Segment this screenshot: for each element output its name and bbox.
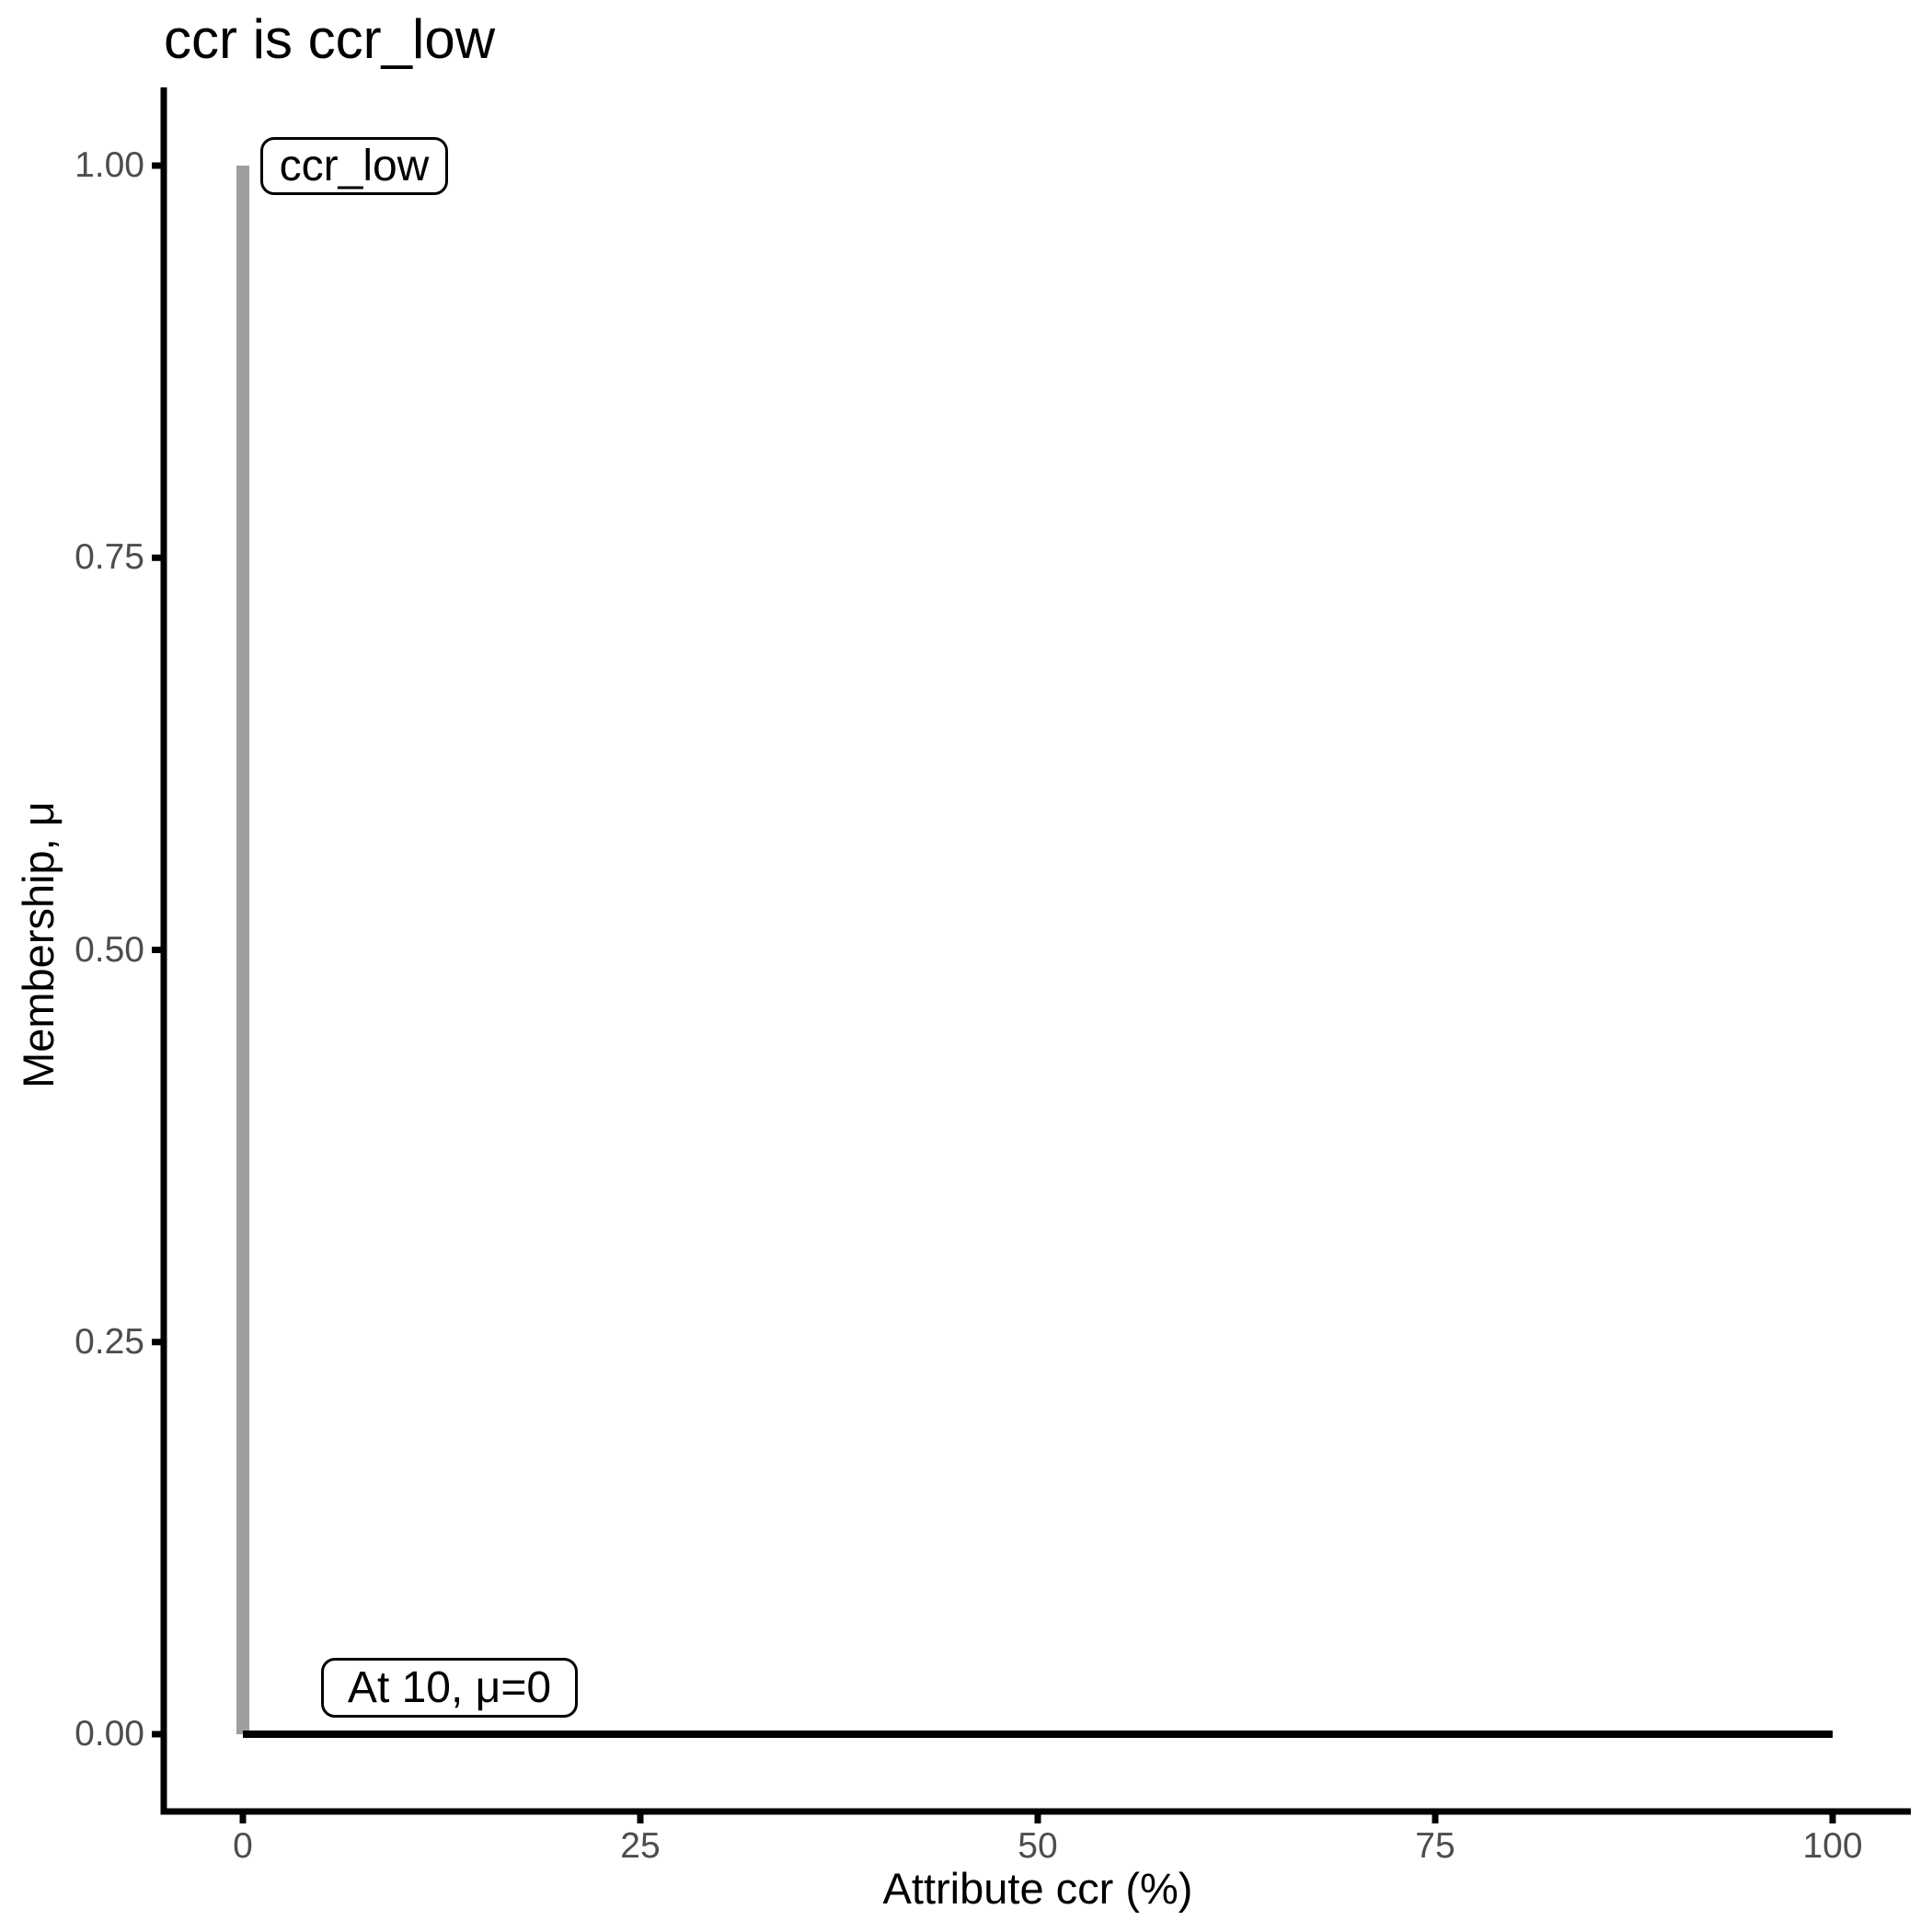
x-tick-label: 75 — [1415, 1826, 1455, 1866]
y-tick-label: 0.25 — [75, 1321, 144, 1362]
x-tick-label: 0 — [233, 1826, 253, 1866]
annotation-box-1: At 10, μ=0 — [321, 1658, 578, 1718]
annotation-box-0: ccr_low — [260, 137, 448, 195]
y-tick-label: 0.75 — [75, 537, 144, 578]
chart-title: ccr is ccr_low — [164, 8, 496, 70]
y-tick-label: 0.00 — [75, 1714, 144, 1754]
y-tick-label: 0.50 — [75, 929, 144, 970]
x-axis-title: Attribute ccr (%) — [882, 1864, 1193, 1913]
x-tick-label: 100 — [1802, 1826, 1863, 1866]
y-tick-label: 1.00 — [75, 145, 144, 185]
x-tick-label: 25 — [620, 1826, 661, 1866]
x-tick-label: 50 — [1018, 1826, 1058, 1866]
